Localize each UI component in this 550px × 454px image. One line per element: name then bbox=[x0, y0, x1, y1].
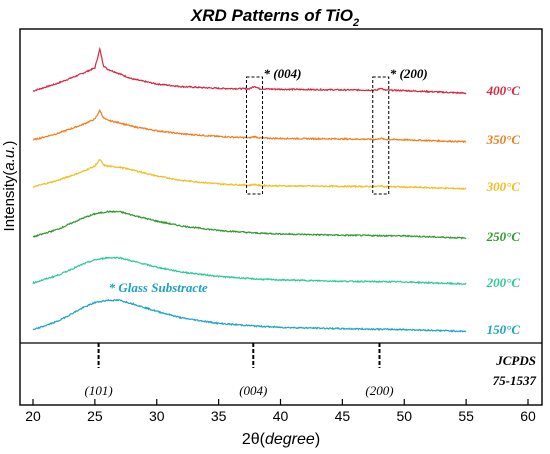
x-tick-label: 60 bbox=[520, 408, 536, 424]
series-line bbox=[32, 298, 467, 333]
chart-title: XRD Patterns of TiO2 bbox=[190, 6, 359, 29]
x-tick-label: 50 bbox=[396, 408, 412, 424]
series-label: 250°C bbox=[486, 229, 521, 244]
x-tick-label: 35 bbox=[211, 408, 227, 424]
x-tick-label: 20 bbox=[25, 408, 41, 424]
series-labels: 400°C 350°C 300°C 250°C 200°C 150°C bbox=[486, 83, 521, 337]
x-tick-label: 30 bbox=[149, 408, 165, 424]
series-line bbox=[32, 108, 467, 144]
series-label: 200°C bbox=[486, 275, 521, 290]
series-label: 150°C bbox=[487, 322, 521, 337]
x-axis-label: 2θ(degree) bbox=[242, 431, 320, 448]
x-tick-label: 45 bbox=[335, 408, 351, 424]
series-label: 300°C bbox=[486, 179, 521, 194]
plot-frame bbox=[19, 28, 543, 406]
peak-boxes bbox=[246, 76, 390, 195]
annotation-glass: * Glass Substracte bbox=[109, 280, 208, 295]
series-layer bbox=[32, 46, 467, 333]
annotation-004: * (004) bbox=[264, 66, 302, 81]
annotations: * (004) * (200) * Glass Substracte bbox=[109, 66, 428, 295]
series-line bbox=[32, 256, 467, 286]
x-tick-label: 55 bbox=[458, 408, 474, 424]
reference-peak-label: (004) bbox=[239, 383, 267, 398]
peak-box bbox=[246, 76, 264, 195]
series-line bbox=[32, 210, 467, 240]
x-tick-label: 25 bbox=[87, 408, 103, 424]
series-line bbox=[32, 46, 467, 95]
reference-panel: (101) (004) (200) bbox=[85, 343, 394, 398]
x-tick-label: 40 bbox=[273, 408, 289, 424]
series-label: 400°C bbox=[486, 83, 521, 98]
reference-label-line2: 75-1537 bbox=[493, 373, 537, 388]
series-label: 350°C bbox=[486, 132, 521, 147]
y-axis-label: Intensity(a.u.) bbox=[1, 141, 18, 232]
annotation-200: * (200) bbox=[390, 66, 428, 81]
reference-label-line1: JCPDS bbox=[495, 353, 536, 368]
x-axis-ticks: 20 25 30 35 40 45 50 55 60 bbox=[25, 399, 536, 424]
reference-peak-label: (200) bbox=[365, 383, 393, 398]
peak-box bbox=[372, 76, 390, 195]
series-line bbox=[32, 159, 467, 190]
reference-peak-label: (101) bbox=[85, 383, 113, 398]
